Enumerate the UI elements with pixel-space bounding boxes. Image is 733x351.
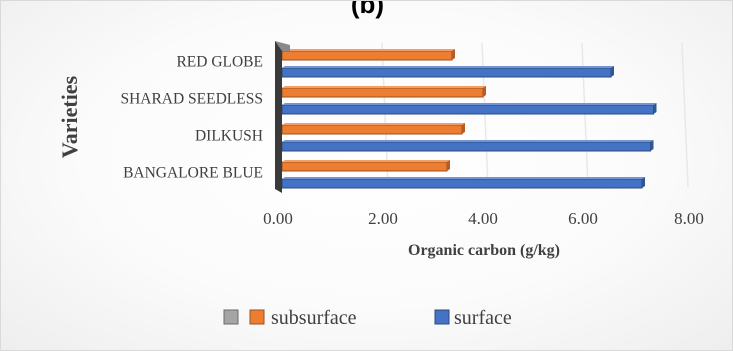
- gridline: [481, 42, 489, 188]
- legend-item: subsurface: [249, 307, 357, 329]
- x-tick-label: 8.00: [674, 209, 704, 228]
- category-label: DILKUSH: [195, 128, 263, 145]
- legend-item: surface: [434, 307, 512, 329]
- legend-label: subsurface: [271, 307, 357, 329]
- legend-swatch: [249, 309, 265, 325]
- y-axis-title: Varieties: [57, 75, 82, 158]
- legend-label: surface: [454, 307, 512, 329]
- x-axis-title: Organic carbon (g/kg): [408, 242, 560, 259]
- category-labels: BANGALORE BLUE DILKUSH SHARAD SEEDLESS RED …: [120, 54, 263, 182]
- x-tick-label: 6.00: [568, 209, 598, 228]
- bar: [281, 123, 465, 135]
- category-label: RED GLOBE: [176, 54, 263, 71]
- bar: [281, 86, 486, 98]
- category-label: BANGALORE BLUE: [123, 165, 263, 182]
- legend-swatch: [434, 309, 450, 325]
- bar: [281, 103, 657, 115]
- bar: [281, 160, 450, 172]
- x-tick-labels: 0.00 2.00 4.00 6.00 8.00: [263, 209, 704, 228]
- chart-title: (b): [350, 0, 385, 19]
- axis-wall-top: [275, 41, 290, 51]
- legend: subsurface surface: [223, 307, 512, 329]
- axis-wall-side: [275, 41, 282, 193]
- x-tick-label: 0.00: [263, 209, 293, 228]
- x-tick-label: 4.00: [468, 209, 498, 228]
- y-axis-wall: [275, 41, 290, 193]
- gridline: [581, 42, 589, 188]
- bars: [281, 49, 657, 189]
- bar: [281, 49, 455, 61]
- bar: [281, 140, 654, 152]
- gridline: [681, 42, 689, 188]
- category-label: SHARAD SEEDLESS: [120, 91, 263, 108]
- x-tick-label: 2.00: [368, 209, 398, 228]
- legend-swatch: [223, 309, 239, 325]
- bar: [281, 177, 645, 189]
- bar: [281, 66, 614, 78]
- legend-item: [223, 309, 239, 325]
